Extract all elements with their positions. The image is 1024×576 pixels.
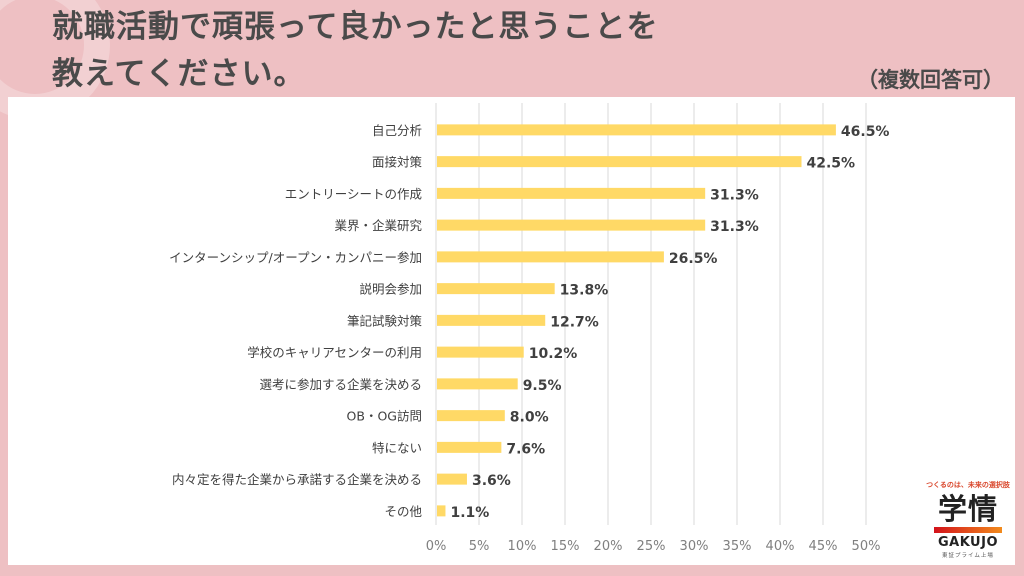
category-label: 自己分析: [372, 123, 422, 138]
x-tick-label: 35%: [723, 539, 752, 554]
value-label: 7.6%: [506, 441, 545, 457]
x-tick-label: 40%: [766, 539, 795, 554]
category-label: インターンシップ/オープン・カンパニー参加: [169, 250, 422, 265]
value-label: 8.0%: [510, 410, 549, 426]
x-tick-label: 50%: [852, 539, 881, 554]
x-axis-tick-labels: 0% 5% 10% 15% 20% 25% 30% 35% 40% 45% 50%: [426, 539, 881, 554]
logo-stripe: [934, 527, 1002, 533]
page-title: 就職活動で頑張って良かったと思うことを 教えてください。: [52, 4, 658, 98]
logo-sub: 東証プライム上場: [942, 553, 994, 559]
chart-panel: 自己分析面接対策エントリーシートの作成業界・企業研究インターンシップ/オープン・…: [8, 97, 1015, 565]
category-label: 特にない: [372, 440, 422, 455]
x-tick-label: 10%: [508, 539, 537, 554]
value-label: 1.1%: [450, 505, 489, 521]
value-label: 12.7%: [550, 314, 599, 330]
bar-chart: 自己分析面接対策エントリーシートの作成業界・企業研究インターンシップ/オープン・…: [169, 103, 889, 554]
category-label: 筆記試験対策: [347, 313, 423, 328]
bar: [437, 473, 467, 485]
category-label: 選考に参加する企業を決める: [259, 377, 422, 392]
bar: [437, 187, 706, 199]
value-label: 13.8%: [560, 283, 609, 299]
value-label: 3.6%: [472, 473, 511, 489]
value-labels: 46.5% 42.5% 31.3% 31.3% 26.5% 13.8% 12.7% 10.2%…: [450, 124, 889, 521]
value-label: 26.5%: [669, 251, 718, 267]
bar: [437, 219, 706, 231]
bar: [437, 505, 446, 517]
value-label: 42.5%: [807, 156, 856, 172]
x-tick-label: 0%: [426, 539, 447, 554]
value-label: 46.5%: [841, 124, 890, 140]
value-label: 31.3%: [710, 187, 759, 203]
value-label: 9.5%: [523, 378, 562, 394]
category-label: 説明会参加: [359, 282, 422, 297]
bar: [437, 156, 802, 168]
bar: [437, 378, 518, 390]
bar: [437, 251, 664, 263]
title-line-2: 教えてください。: [52, 56, 306, 92]
bar: [437, 283, 555, 295]
x-tick-label: 20%: [594, 539, 623, 554]
bar: [437, 410, 505, 422]
bar: [437, 346, 524, 358]
x-tick-label: 5%: [469, 539, 490, 554]
category-label: エントリーシートの作成: [285, 186, 422, 201]
x-tick-label: 30%: [680, 539, 709, 554]
category-label: 内々定を得た企業から承諾する企業を決める: [172, 472, 422, 487]
title-line-1: 就職活動で頑張って良かったと思うことを: [52, 9, 659, 45]
x-tick-label: 15%: [551, 539, 580, 554]
value-label: 31.3%: [710, 219, 759, 235]
logo-brand: GAKUJO: [937, 535, 999, 550]
category-label: その他: [384, 504, 422, 519]
gridlines: [435, 103, 867, 525]
bar: [437, 314, 546, 326]
category-labels: 自己分析面接対策エントリーシートの作成業界・企業研究インターンシップ/オープン・…: [169, 123, 422, 519]
category-label: 業界・企業研究: [334, 218, 422, 233]
gakujo-logo: つくるのは、未来の選択肢 学情 GAKUJO 東証プライム上場: [918, 474, 1018, 572]
bar: [437, 124, 836, 136]
value-label: 10.2%: [529, 346, 578, 362]
category-label: OB・OG訪問: [347, 409, 422, 424]
x-tick-label: 25%: [637, 539, 666, 554]
category-label: 学校のキャリアセンターの利用: [247, 345, 422, 360]
category-label: 面接対策: [372, 155, 423, 170]
multiple-answers-note: （複数回答可）: [857, 68, 1004, 92]
x-tick-label: 45%: [809, 539, 838, 554]
bars: [437, 124, 836, 517]
logo-mark: 学情: [937, 492, 998, 526]
bar: [437, 441, 502, 453]
logo-tagline: つくるのは、未来の選択肢: [926, 481, 1010, 489]
